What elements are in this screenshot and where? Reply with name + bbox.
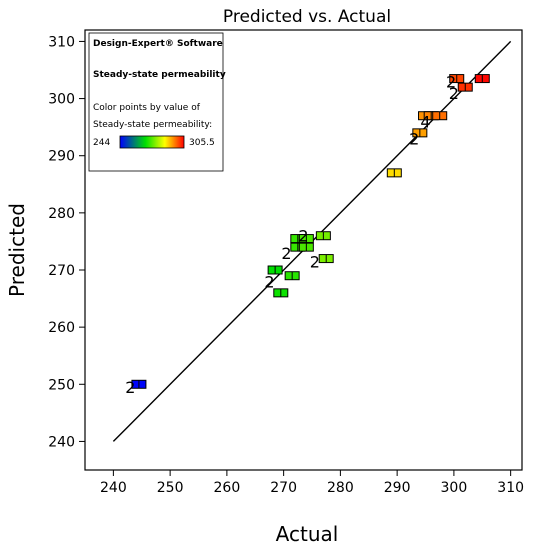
data-point (298, 234, 314, 244)
y-tick-label: 260 (48, 320, 75, 336)
data-points (131, 74, 490, 389)
data-point (273, 288, 289, 298)
x-tick-label: 280 (327, 480, 354, 496)
data-point (412, 128, 428, 138)
x-tick-label: 240 (100, 480, 127, 496)
plot-area-frame (84, 29, 523, 471)
data-point (457, 82, 473, 92)
point-count-label: 2 (298, 227, 308, 246)
data-point (131, 379, 147, 389)
x-tick-label: 270 (270, 480, 297, 496)
x-tick-label: 250 (157, 480, 184, 496)
y-tick-label: 270 (48, 263, 75, 279)
y-tick-label: 240 (48, 434, 75, 450)
chart-title: Predicted vs. Actual (223, 7, 391, 27)
legend-color-caption-1: Color points by value of (93, 103, 201, 113)
legend-software: Design-Expert® Software (93, 39, 223, 49)
point-count-label: 2 (446, 72, 456, 91)
data-point (386, 168, 402, 178)
data-point (449, 74, 465, 84)
data-point (315, 231, 331, 241)
legend-box: Design-Expert® Software Steady-state per… (88, 32, 226, 172)
data-point (267, 265, 283, 275)
y-tick-label: 290 (48, 149, 75, 165)
legend-color-caption-2: Steady-state permeability: (93, 120, 212, 130)
data-point (298, 242, 314, 252)
legend-color-bar (119, 135, 185, 149)
point-count-label: 2 (409, 130, 419, 149)
x-tick-label: 310 (497, 480, 524, 496)
data-point (474, 74, 490, 84)
point-count-label: 2 (281, 244, 291, 263)
axis-ticks: 240 250 260 270 280 290 300 310 240 250 260 270 280 2… (48, 34, 524, 496)
y-axis-label: Predicted (5, 203, 29, 297)
point-count-label: 4 (420, 112, 430, 131)
legend-response: Steady-state permeability (93, 70, 226, 80)
x-tick-label: 300 (441, 480, 468, 496)
legend-min-label: 244 (93, 138, 110, 148)
y-tick-label: 310 (48, 34, 75, 50)
point-count-label: 2 (449, 84, 459, 103)
x-tick-label: 290 (384, 480, 411, 496)
point-count-label: 2 (310, 252, 320, 271)
x-tick-label: 260 (214, 480, 241, 496)
legend-max-label: 305.5 (189, 138, 215, 148)
data-point (318, 254, 334, 264)
y-tick-label: 300 (48, 92, 75, 108)
data-point (432, 111, 448, 121)
y-tick-label: 280 (48, 206, 75, 222)
point-count-label: 2 (264, 272, 274, 291)
x-axis-label: Actual (276, 522, 339, 546)
point-count-label: 2 (125, 378, 135, 397)
data-point (284, 271, 300, 281)
y-tick-label: 250 (48, 377, 75, 393)
